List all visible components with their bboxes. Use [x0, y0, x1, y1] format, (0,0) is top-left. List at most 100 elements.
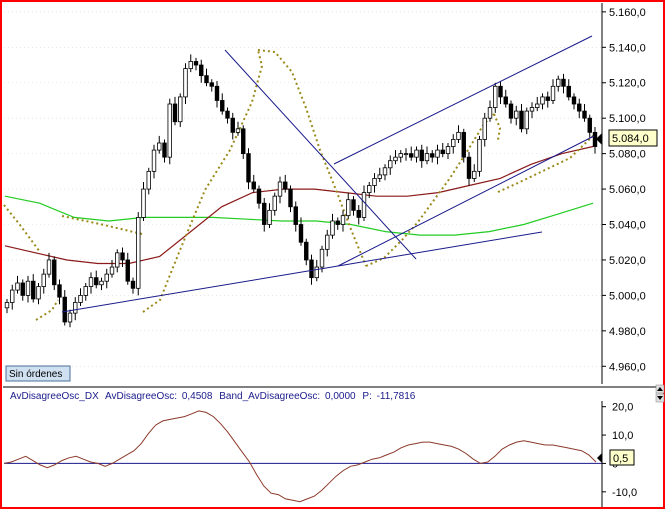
- oscillator-tick-label: 20,0: [612, 402, 633, 414]
- candle: [419, 144, 424, 168]
- candle: [225, 107, 230, 124]
- candle: [115, 249, 120, 273]
- candle: [498, 80, 503, 105]
- candle: [73, 297, 78, 321]
- price-tick-label: 4.960,0: [609, 361, 646, 373]
- candle: [582, 104, 587, 122]
- oscillator-current-marker: 0,5: [597, 449, 635, 466]
- price-tick-label: 5.140,0: [609, 42, 646, 54]
- trend-line-resistance-down: [224, 49, 417, 260]
- candle: [519, 104, 524, 133]
- dotted-indicator-segment: [3, 204, 41, 253]
- candle: [388, 155, 393, 175]
- candle: [277, 176, 283, 204]
- candle: [561, 73, 566, 94]
- ma-slow-line: [4, 195, 594, 236]
- dotted-indicator-segment: [35, 299, 59, 321]
- candle: [199, 59, 204, 83]
- candle: [566, 79, 571, 101]
- candle: [340, 210, 346, 232]
- candle: [372, 173, 377, 193]
- price-panel[interactable]: 4.960,0 4.980,0 5.000,0 5.020,0 5.040,0 5.060…: [3, 3, 658, 384]
- candle: [209, 79, 214, 92]
- candle: [330, 213, 335, 239]
- candle: [125, 252, 130, 285]
- oscillator-legend: AvDisagreeOsc_DX AvDisagreeOsc: 0,4508 B…: [10, 391, 416, 402]
- candle: [162, 139, 167, 163]
- candle: [272, 192, 277, 216]
- price-tick-label: 5.100,0: [609, 113, 646, 125]
- trend-line-support-extension: [337, 231, 543, 267]
- price-current-pointer: [596, 133, 602, 145]
- oscillator-current-value-box: [609, 449, 635, 466]
- candle: [78, 288, 83, 307]
- candle: [493, 82, 498, 113]
- candle: [298, 217, 304, 246]
- candle: [361, 185, 367, 221]
- price-axis: 4.960,0 4.980,0 5.000,0 5.020,0 5.040,0 5.060…: [602, 7, 646, 373]
- candle: [456, 125, 461, 143]
- candle: [288, 185, 293, 213]
- candle: [230, 112, 235, 140]
- candle: [356, 205, 361, 225]
- chevron-up-icon: [657, 387, 663, 391]
- candle: [430, 150, 435, 163]
- candle: [25, 275, 31, 303]
- price-current-marker: 5.084,0: [596, 129, 658, 147]
- candle: [141, 181, 146, 221]
- candle: [251, 174, 256, 193]
- trend-line-channel-lower: [337, 135, 595, 267]
- candle: [524, 107, 529, 135]
- candle: [577, 98, 582, 119]
- candle: [267, 203, 272, 229]
- candle: [4, 298, 10, 314]
- candle: [41, 268, 46, 294]
- candle: [503, 89, 508, 108]
- candle: [393, 150, 398, 165]
- candle: [571, 93, 577, 110]
- candle: [52, 256, 57, 291]
- candle: [335, 217, 340, 230]
- oscillator-series3-value: -11,7816: [377, 391, 416, 402]
- candle: [83, 282, 88, 301]
- candle: [67, 309, 73, 328]
- candle: [104, 268, 109, 289]
- candle: [325, 229, 330, 257]
- candle: [157, 135, 162, 154]
- scroll-controls[interactable]: [655, 384, 665, 403]
- candle: [367, 181, 372, 198]
- candle: [183, 63, 188, 105]
- oscillator-panel[interactable]: 20,010,00-10,0 AvDisagreeOsc_DX AvDisagr…: [3, 391, 637, 507]
- candle: [466, 151, 472, 186]
- candle: [424, 146, 430, 165]
- oscillator-current-pointer: [597, 453, 602, 463]
- oscillator-tick-label: 10,0: [612, 430, 633, 442]
- order-status-badge-box[interactable]: [5, 365, 71, 382]
- price-tick-label: 5.060,0: [609, 184, 646, 196]
- price-series-layer: [3, 49, 598, 328]
- candle: [151, 144, 157, 179]
- candle: [262, 197, 267, 232]
- candle: [36, 282, 41, 305]
- price-tick-label: 5.040,0: [609, 220, 646, 232]
- dotted-indicator-segment: [493, 113, 502, 141]
- candle: [136, 212, 141, 296]
- candle: [472, 164, 477, 182]
- price-tick-label: 5.160,0: [609, 7, 646, 19]
- candle: [10, 284, 15, 310]
- candle: [62, 290, 67, 326]
- candle: [550, 79, 556, 105]
- candle: [204, 68, 209, 87]
- candle: [46, 252, 52, 278]
- candle: [435, 144, 440, 165]
- dotted-indicator-segment: [142, 49, 264, 313]
- oscillator-tick-label: -10,0: [612, 487, 637, 499]
- oscillator-series1-label: AvDisagreeOsc:: [105, 391, 177, 402]
- candle: [587, 114, 592, 138]
- candle: [514, 105, 519, 126]
- order-status-badge[interactable]: Sin órdenes: [5, 365, 71, 382]
- dotted-indicator-segment: [257, 49, 367, 267]
- candle: [109, 259, 115, 278]
- oscillator-series1-value: 0,4508: [182, 391, 213, 402]
